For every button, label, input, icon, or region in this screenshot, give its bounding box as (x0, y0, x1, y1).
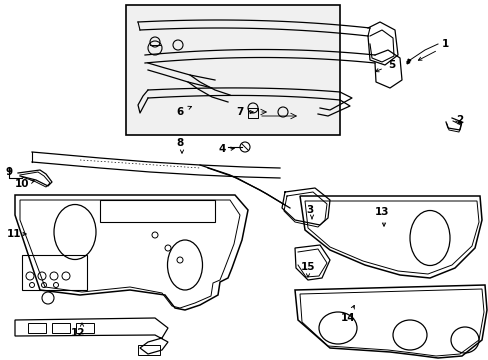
Bar (28, 323, 46, 333)
Bar (138, 345, 160, 355)
Text: 9: 9 (5, 167, 13, 177)
Bar (52, 323, 70, 333)
Text: 8: 8 (176, 138, 183, 148)
Text: 3: 3 (306, 205, 313, 215)
Text: 2: 2 (455, 115, 463, 125)
Text: 12: 12 (71, 328, 85, 338)
Text: 5: 5 (387, 60, 395, 70)
Bar (126, 5, 339, 135)
Bar (100, 200, 215, 222)
Text: 14: 14 (340, 313, 355, 323)
Text: 4: 4 (218, 144, 225, 154)
Text: 15: 15 (300, 262, 315, 272)
Text: 6: 6 (176, 107, 183, 117)
Text: 7: 7 (236, 107, 243, 117)
Text: 1: 1 (441, 39, 447, 49)
Text: 10: 10 (15, 179, 29, 189)
Text: 11: 11 (7, 229, 21, 239)
Bar (22, 255, 87, 290)
Text: 13: 13 (374, 207, 388, 217)
Bar (76, 323, 94, 333)
